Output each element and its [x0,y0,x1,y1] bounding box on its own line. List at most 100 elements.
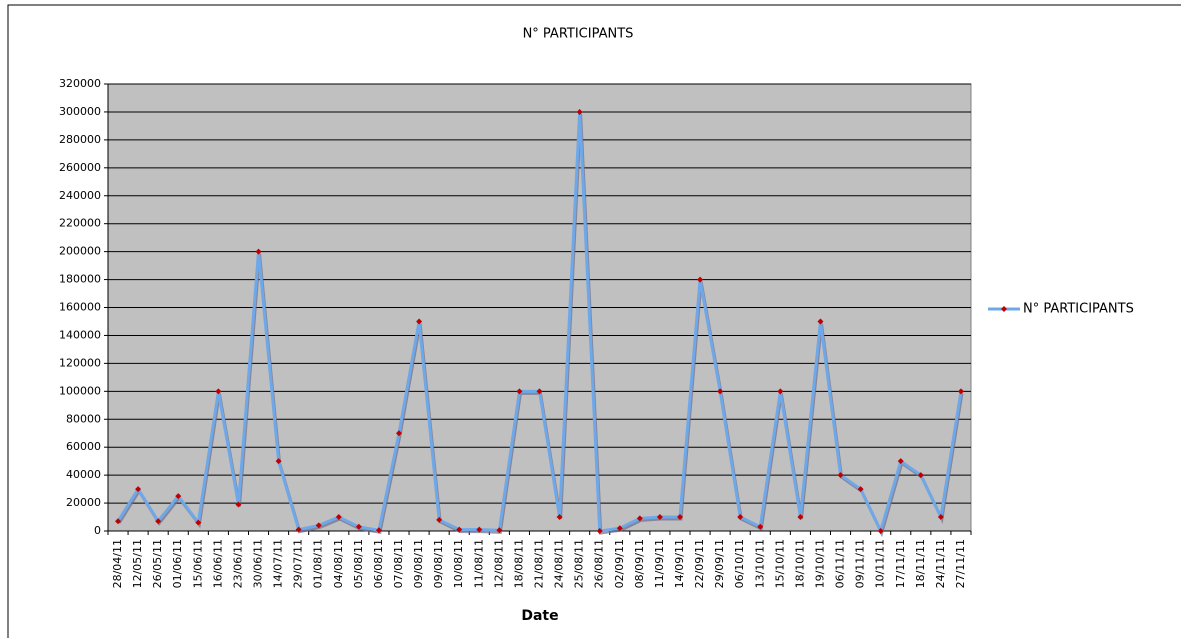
x-tick-label: 06/10/11 [733,539,746,588]
x-tick-label: 02/09/11 [613,539,626,588]
marker [937,514,944,521]
marker [155,518,162,525]
marker [556,514,563,521]
x-tick-label: 14/07/11 [272,539,285,588]
y-tick-label: 320000 [59,77,101,90]
y-tick-label: 0 [94,524,101,537]
marker [215,388,222,395]
marker [456,526,463,533]
chart-title: N° PARTICIPANTS [523,27,634,42]
marker [115,518,122,525]
x-tick-label: 15/06/11 [191,539,204,588]
marker [476,526,483,533]
marker [877,528,884,534]
marker [777,388,784,395]
y-tick-label: 120000 [59,356,101,369]
x-tick-label: 09/08/11 [412,539,425,588]
marker [396,430,403,437]
x-tick-label: 27/11/11 [954,539,967,588]
marker [175,493,182,500]
x-tick-label: 05/08/11 [352,539,365,588]
x-tick-label: 06/11/11 [834,539,847,588]
x-tick-label: 18/10/11 [793,539,806,588]
x-tick-label: 10/11/11 [874,539,887,588]
marker [697,276,704,283]
marker [857,486,864,493]
y-tick-label: 160000 [59,301,101,314]
x-tick-label: 30/06/11 [252,539,265,588]
x-tick-label: 09/11/11 [854,539,867,588]
x-tick-label: 19/10/11 [813,539,826,588]
marker [235,501,242,508]
x-tick-label: 11/09/11 [653,539,666,588]
x-tick-label: 10/08/11 [452,539,465,588]
y-tick-label: 20000 [66,496,101,509]
x-tick-label: 25/08/11 [573,539,586,588]
x-tick-label: 18/11/11 [914,539,927,588]
x-tick-label: 09/08/11 [432,539,445,588]
y-tick-label: 260000 [59,161,101,174]
marker [195,519,202,526]
marker [917,472,924,479]
marker [576,108,583,115]
marker [757,523,764,530]
marker [837,472,844,479]
x-tick-label: 29/09/11 [713,539,726,588]
marker [596,528,603,534]
y-tick-label: 140000 [59,328,101,341]
marker [275,458,282,465]
y-tick-label: 300000 [59,105,101,118]
x-tick-label: 01/08/11 [312,539,325,588]
y-tick-label: 60000 [66,440,101,453]
marker [817,318,824,325]
x-tick-label: 26/08/11 [593,539,606,588]
marker [335,514,342,521]
marker [616,525,623,532]
legend-label: N° PARTICIPANTS [1023,302,1134,317]
x-tick-label: 04/08/11 [332,539,345,588]
x-tick-label: 01/06/11 [171,539,184,588]
x-axis-label: Date [521,608,558,624]
marker [957,388,964,395]
marker [717,388,724,395]
marker [315,522,322,529]
x-tick-label: 12/08/11 [492,539,505,588]
x-tick-label: 08/09/11 [633,539,646,588]
x-tick-label: 26/05/11 [151,539,164,588]
x-tick-label: 24/11/11 [934,539,947,588]
y-tick-label: 240000 [59,189,101,202]
marker [496,527,503,534]
x-tick-label: 16/06/11 [211,539,224,588]
x-tick-label: 17/11/11 [894,539,907,588]
marker [416,318,423,325]
marker [436,516,443,523]
y-tick-label: 180000 [59,273,101,286]
x-tick-label: 06/08/11 [372,539,385,588]
marker [897,458,904,465]
marker [355,523,362,530]
y-tick-label: 280000 [59,133,101,146]
y-tick-label: 100000 [59,384,101,397]
x-tick-label: 15/10/11 [773,539,786,588]
marker [656,514,663,521]
x-tick-label: 23/06/11 [231,539,244,588]
x-tick-label: 24/08/11 [553,539,566,588]
marker [536,388,543,395]
x-tick-label: 18/08/11 [512,539,525,588]
marker [636,515,643,522]
y-tick-label: 200000 [59,245,101,258]
x-tick-label: 11/08/11 [472,539,485,588]
x-tick-label: 12/05/11 [131,539,144,588]
marker [135,486,142,493]
x-tick-label: 29/07/11 [292,539,305,588]
y-tick-label: 80000 [66,412,101,425]
marker [516,388,523,395]
x-tick-label: 21/08/11 [533,539,546,588]
marker [797,514,804,521]
x-tick-label: 13/10/11 [753,539,766,588]
x-tick-label: 22/09/11 [693,539,706,588]
marker [737,514,744,521]
y-tick-label: 40000 [66,468,101,481]
legend-marker [1001,306,1007,312]
